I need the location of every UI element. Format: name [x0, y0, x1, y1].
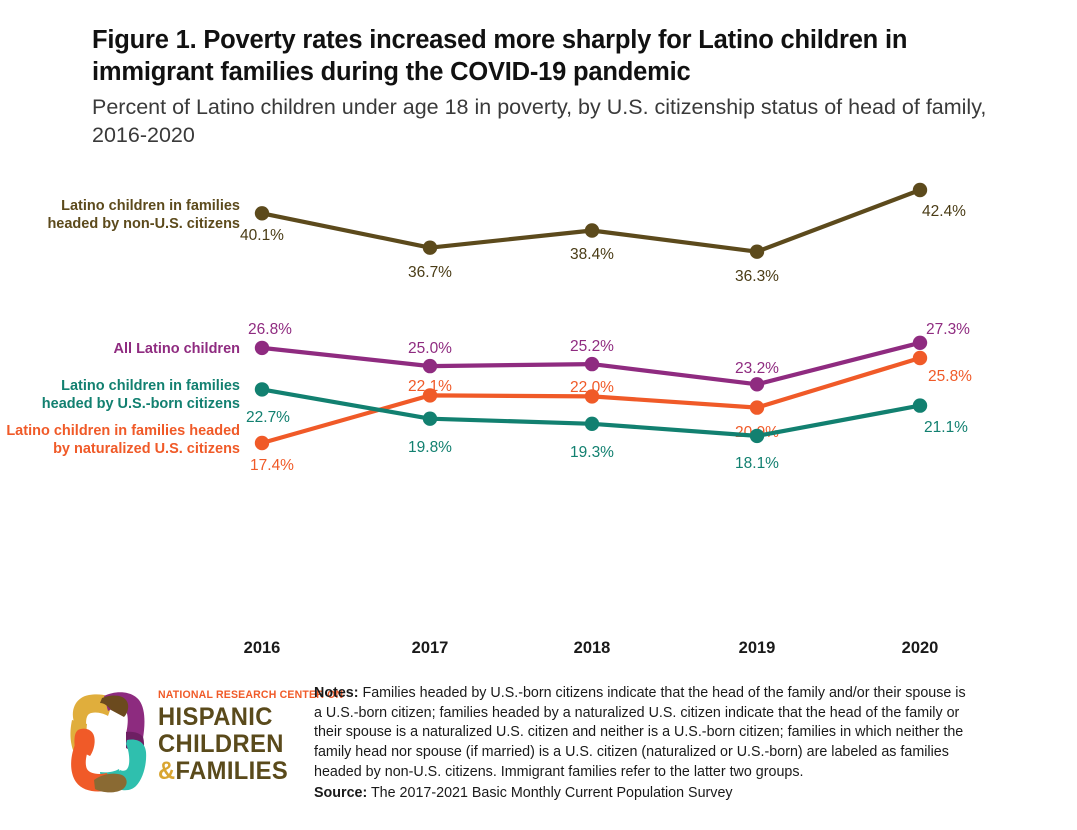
notes-paragraph: Notes: Families headed by U.S.-born citi…: [314, 684, 974, 783]
series-naturalized-us-citizens: [254, 350, 928, 451]
data-point: [584, 389, 600, 404]
logo-tagline: NATIONAL RESEARCH CENTER ON: [158, 689, 344, 701]
data-point: [912, 335, 928, 350]
value-label-teal-2020: 21.1%: [924, 419, 968, 436]
value-label-brown-2017: 36.7%: [408, 264, 452, 281]
value-label-orange-2018: 22.0%: [570, 379, 614, 396]
data-point: [912, 350, 928, 366]
x-tick-2018: 2018: [574, 639, 611, 657]
logo-shape-orange-2: [74, 728, 95, 756]
x-tick-2019: 2019: [739, 639, 776, 657]
x-tick-2017: 2017: [412, 639, 449, 657]
data-point: [749, 377, 765, 392]
figure-footer: NATIONAL RESEARCH CENTER ON HISPANIC CHI…: [0, 676, 1077, 830]
value-label-teal-2016: 22.7%: [246, 409, 290, 426]
x-tick-2020: 2020: [902, 639, 939, 657]
value-label-purple-2020: 27.3%: [926, 321, 970, 338]
data-point: [254, 340, 270, 356]
data-point: [422, 388, 438, 403]
data-point: [912, 398, 928, 413]
data-point: [254, 206, 270, 221]
series-label-brown-line2: headed by non-U.S. citizens: [47, 216, 240, 232]
data-point: [254, 435, 270, 451]
series-us-born-citizens: [254, 382, 928, 444]
source-label: Source:: [314, 784, 368, 801]
value-label-teal-2018: 19.3%: [570, 444, 614, 461]
series-points-teal: [254, 382, 928, 444]
source-paragraph: Source: The 2017-2021 Basic Monthly Curr…: [314, 784, 974, 804]
line-chart: Latino children in families headed by no…: [0, 160, 1077, 670]
series-label-orange-line2: by naturalized U.S. citizens: [53, 441, 240, 457]
value-label-brown-2020: 42.4%: [922, 203, 966, 220]
series-points-orange: [254, 350, 928, 451]
series-label-teal-line1: Latino children in families: [61, 378, 240, 394]
series-all-latino-children: [254, 335, 928, 392]
series-points-purple: [254, 335, 928, 392]
logo-word-children: CHILDREN: [158, 730, 284, 759]
value-label-orange-2020: 25.8%: [928, 368, 972, 385]
logo-shape-brown-top: [100, 695, 129, 717]
value-label-purple-2019: 23.2%: [735, 360, 779, 377]
value-label-brown-2016: 40.1%: [240, 227, 284, 244]
value-label-brown-2019: 36.3%: [735, 268, 779, 285]
data-point: [422, 411, 438, 426]
data-point: [749, 428, 765, 444]
value-label-brown-2018: 38.4%: [570, 246, 614, 263]
notes-block: Notes: Families headed by U.S.-born citi…: [314, 684, 974, 803]
series-label-teal-line2: headed by U.S.-born citizens: [42, 396, 240, 412]
data-point: [584, 356, 600, 372]
page-title: Figure 1. Poverty rates increased more s…: [92, 26, 908, 87]
series-label-orange-line1: Latino children in families headed: [6, 423, 240, 439]
series-line-brown: [259, 187, 923, 254]
data-point: [422, 240, 438, 255]
series-non-us-citizens: [254, 182, 928, 259]
value-label-orange-2016: 17.4%: [250, 457, 294, 474]
x-axis: 2016 2017 2018 2019 2020: [244, 639, 939, 657]
value-label-teal-2017: 19.8%: [408, 439, 452, 456]
chart-header: Figure 1. Poverty rates increased more s…: [92, 24, 992, 150]
data-point: [749, 400, 765, 415]
series-label-brown-line1: Latino children in families: [61, 198, 240, 214]
value-label-purple-2017: 25.0%: [408, 340, 452, 357]
logo-word-families: &FAMILIES: [158, 758, 297, 785]
value-label-teal-2019: 18.1%: [735, 455, 779, 472]
value-label-orange-2017: 22.1%: [408, 378, 452, 395]
value-label-purple-2018: 25.2%: [570, 338, 614, 355]
data-point: [912, 182, 928, 198]
data-point: [584, 223, 600, 238]
organization-logo: NATIONAL RESEARCH CENTER ON HISPANIC CHI…: [64, 682, 343, 802]
value-label-purple-2016: 26.8%: [248, 321, 292, 338]
logo-word-families-text: FAMILIES: [175, 757, 289, 786]
data-point: [584, 416, 600, 431]
logo-shape-brown-bottom: [94, 773, 127, 793]
data-point: [254, 382, 270, 397]
logo-mark-icon: [70, 692, 147, 793]
logo-word-hispanic: HISPANIC: [158, 703, 273, 732]
data-point: [749, 244, 765, 259]
chart-svg: Latino children in families headed by no…: [6, 182, 972, 657]
logo-ampersand: &: [158, 757, 176, 786]
data-point: [422, 358, 438, 374]
notes-label: Notes:: [314, 685, 359, 701]
page-subtitle: Percent of Latino children under age 18 …: [92, 95, 987, 148]
x-tick-2016: 2016: [244, 639, 281, 657]
logo-wordmark: NATIONAL RESEARCH CENTER ON HISPANIC CHI…: [158, 689, 344, 785]
series-label-purple-line1: All Latino children: [114, 341, 240, 357]
source-text: The 2017-2021 Basic Monthly Current Popu…: [367, 784, 733, 801]
series-points-brown: [254, 182, 928, 259]
notes-text: Families headed by U.S.-born citizens in…: [314, 685, 966, 780]
